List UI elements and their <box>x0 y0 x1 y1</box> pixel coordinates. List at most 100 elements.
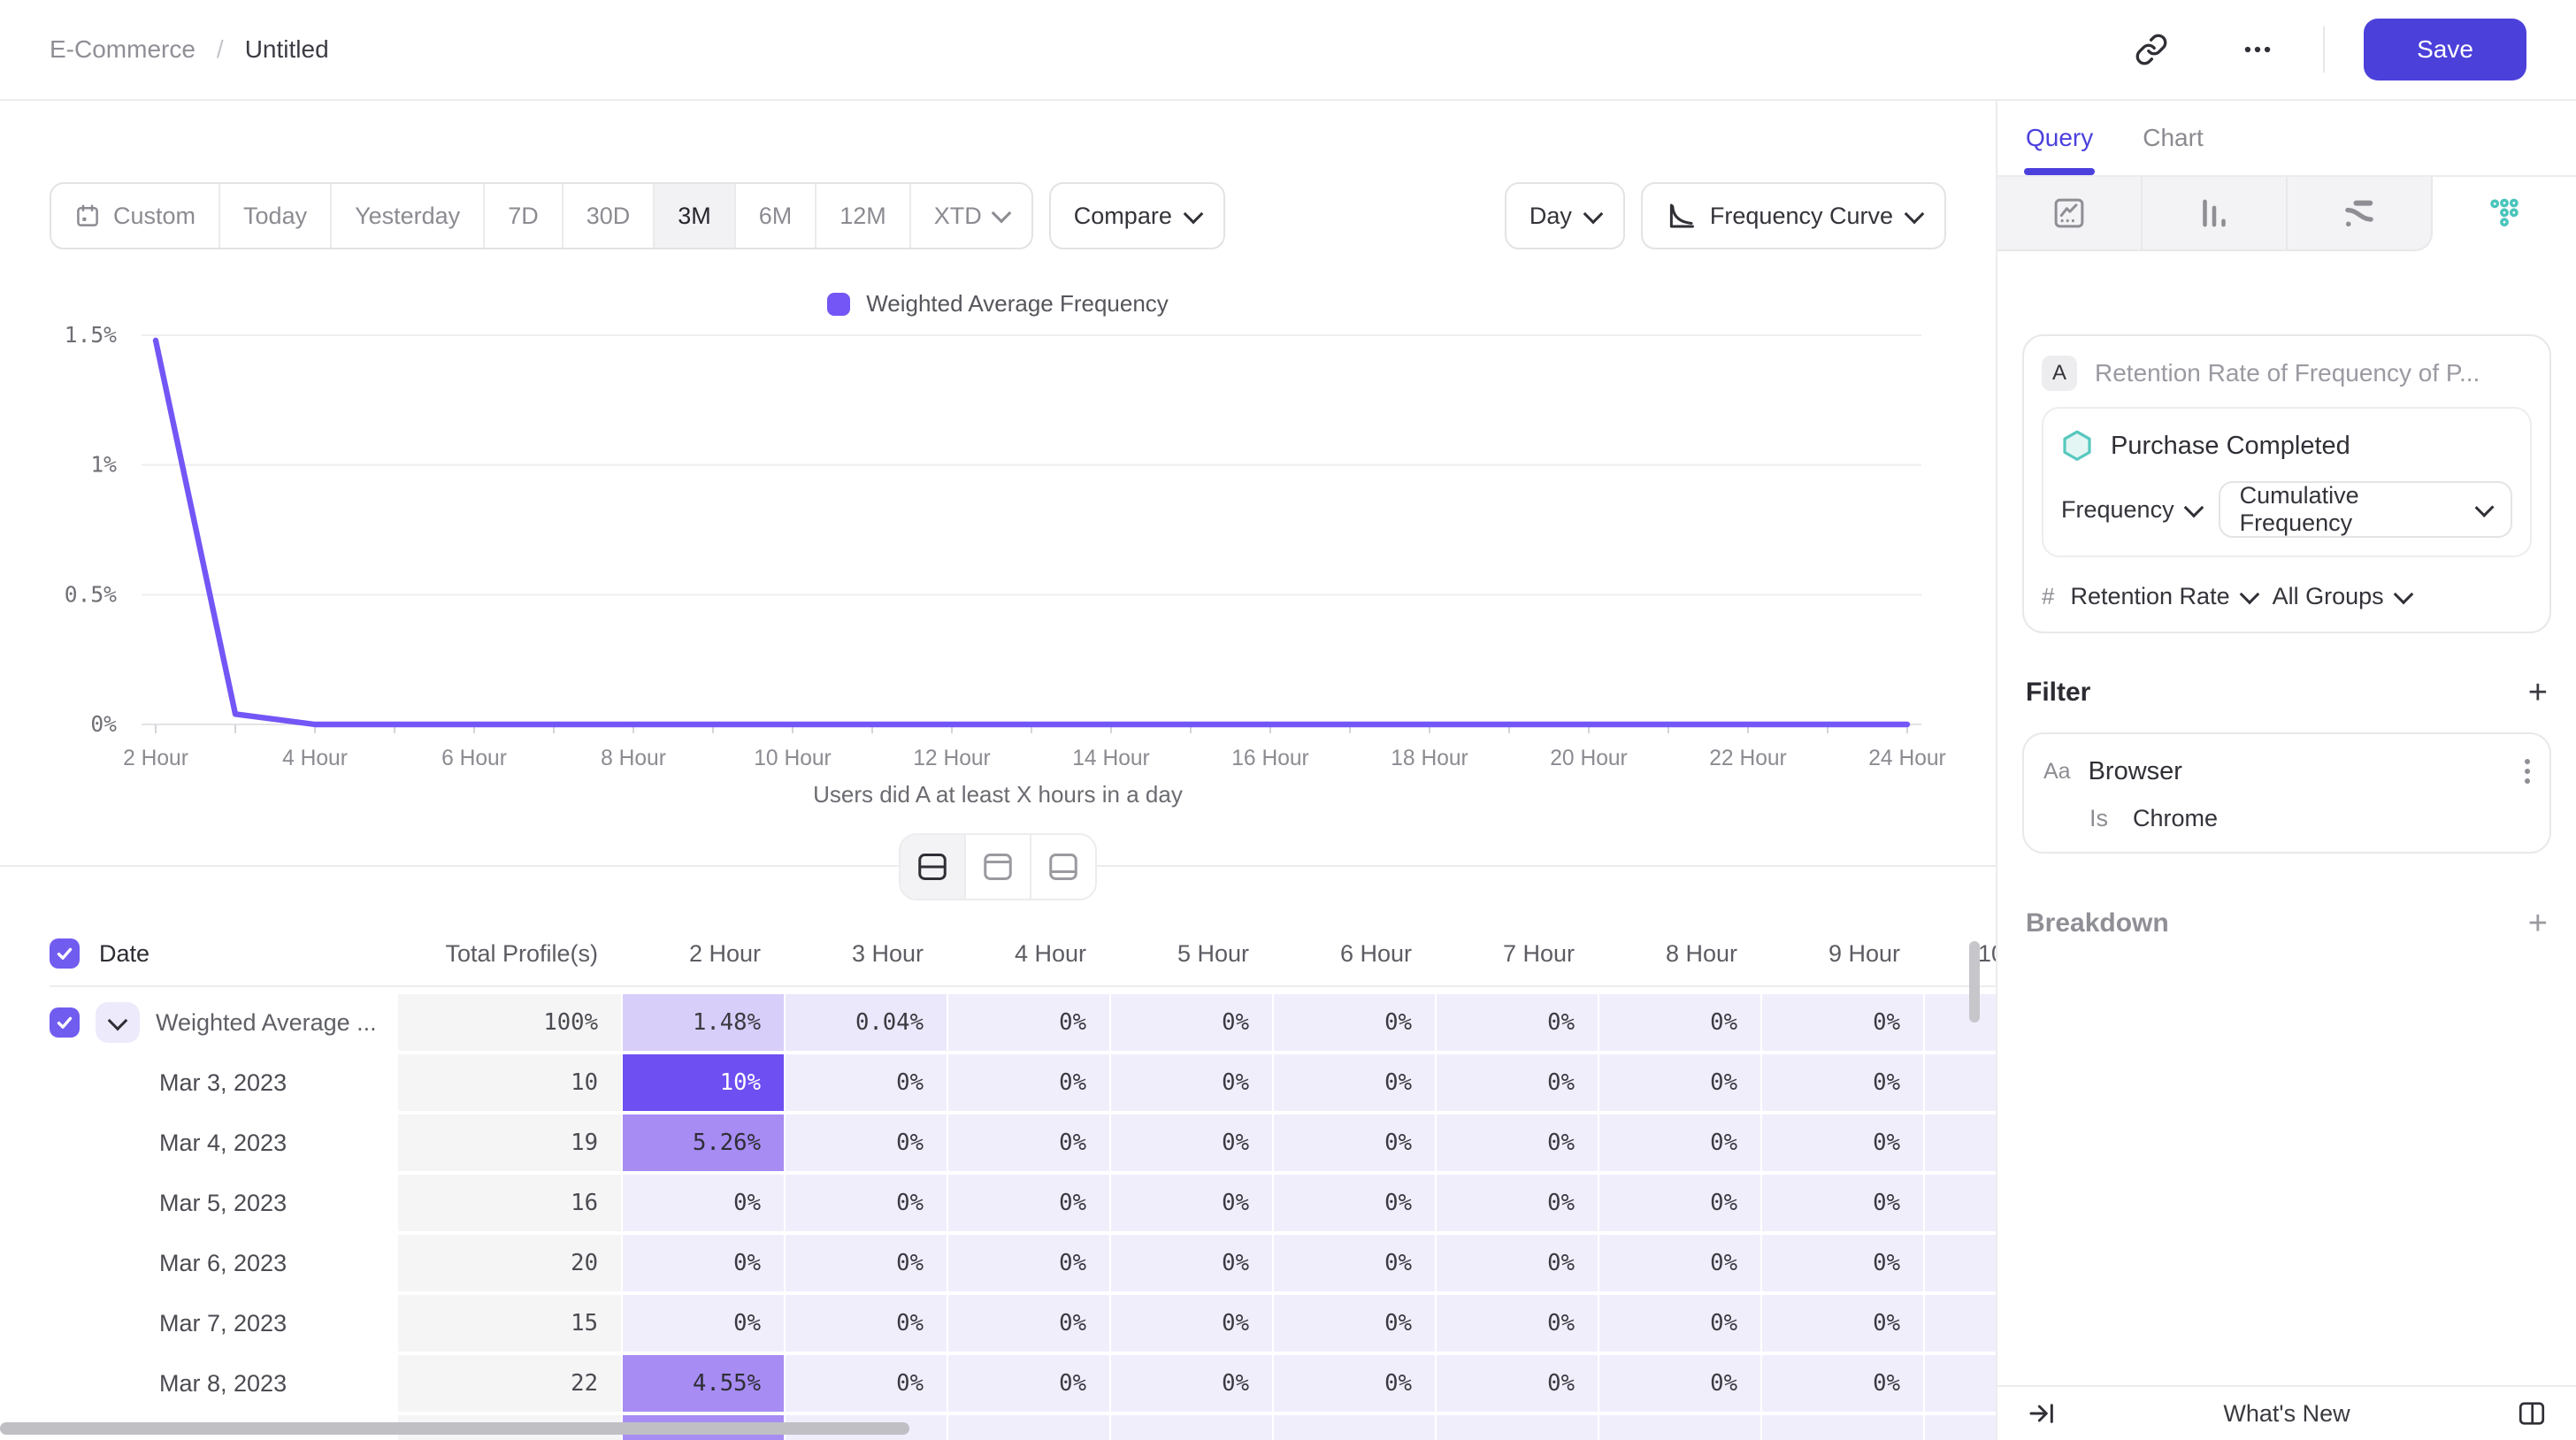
frequency-chart-type[interactable] <box>2433 177 2576 251</box>
insights-chart-type[interactable] <box>1997 177 2143 251</box>
expand-row-button[interactable] <box>96 1002 140 1043</box>
value-cell: 0% <box>948 1114 1109 1171</box>
add-filter-button[interactable]: + <box>2527 674 2548 711</box>
tab-query[interactable]: Query <box>2023 124 2096 175</box>
chevron-down-icon <box>1904 203 1925 225</box>
column-header: 7 Hour <box>1437 925 1598 982</box>
svg-text:16 Hour: 16 Hour <box>1231 747 1309 770</box>
granularity-button[interactable]: Day <box>1504 182 1625 249</box>
value-cell: 0% <box>1437 994 1598 1051</box>
table-row: Mar 7, 2023 15 0% 0% 0% 0% 0% 0% 0% 0% <box>50 1295 1996 1352</box>
filter-property[interactable]: Browser <box>2088 756 2182 785</box>
layout-toggle-group <box>899 833 1097 900</box>
value-cell: 0% <box>1437 1295 1598 1352</box>
range-7d[interactable]: 7D <box>483 184 562 248</box>
chart-legend[interactable]: Weighted Average Frequency <box>0 290 1996 318</box>
column-header: 10 Hour <box>1925 925 1996 982</box>
collapse-panel-icon[interactable] <box>2022 1394 2061 1433</box>
value-cell: 0% <box>623 1175 784 1231</box>
total-profiles-cell: 20 <box>398 1235 621 1291</box>
query-definition-card[interactable]: A Retention Rate of Frequency of P... Pu… <box>2022 334 2551 633</box>
x-axis-title: Users did A at least X hours in a day <box>813 781 1183 808</box>
event-card[interactable]: Purchase Completed Frequency Cumulative … <box>2042 407 2532 557</box>
value-cell: 0% <box>786 1235 947 1291</box>
frequency-grid-icon <box>2490 198 2518 227</box>
bar-chart-type[interactable] <box>2143 177 2288 251</box>
value-cell: 0% <box>1274 1355 1435 1412</box>
kebab-menu-icon[interactable] <box>2525 759 2530 784</box>
date-range-segmented-control: Custom Today Yesterday 7D 30D 3M 6M 12M … <box>50 182 1033 249</box>
date-cell: Mar 4, 2023 <box>159 1129 288 1156</box>
date-cell: Mar 8, 2023 <box>159 1369 288 1397</box>
column-header: 9 Hour <box>1762 925 1923 982</box>
copy-link-icon[interactable] <box>2132 30 2171 69</box>
split-view-button[interactable] <box>901 835 964 899</box>
svg-text:18 Hour: 18 Hour <box>1391 747 1468 770</box>
range-xtd[interactable]: XTD <box>908 184 1031 248</box>
chevron-down-icon <box>991 203 1012 224</box>
svg-text:24 Hour: 24 Hour <box>1868 747 1946 770</box>
breadcrumb-project[interactable]: E-Commerce <box>50 35 196 63</box>
range-3m[interactable]: 3M <box>653 184 734 248</box>
range-12m[interactable]: 12M <box>815 184 909 248</box>
breadcrumb-report-name[interactable]: Untitled <box>244 35 329 63</box>
column-header: Total Profile(s) <box>398 925 621 982</box>
filter-operator[interactable]: Is <box>2089 805 2109 831</box>
flow-chart-type[interactable] <box>2288 177 2433 251</box>
range-30d[interactable]: 30D <box>561 184 654 248</box>
value-cell: 0% <box>1274 1114 1435 1171</box>
table-horizontal-scrollbar[interactable] <box>0 1422 909 1435</box>
chart-style-button[interactable]: Frequency Curve <box>1640 182 1946 249</box>
more-options-icon[interactable] <box>2238 30 2277 69</box>
row-checkbox[interactable] <box>50 1007 80 1038</box>
chevron-down-icon <box>1183 203 1204 225</box>
value-cell: 4.55% <box>623 1355 784 1412</box>
range-yesterday[interactable]: Yesterday <box>330 184 483 248</box>
legend-swatch <box>827 292 851 316</box>
side-panel-icon[interactable] <box>2512 1394 2551 1433</box>
frequency-line-chart[interactable]: 0% 0.5% 1% 1.5% 2 Hour 4 Hour 6 Hour 8 Hour 10 H… <box>0 325 1946 774</box>
table-row: Mar 3, 2023 10 10% 0% 0% 0% 0% 0% 0% 0% <box>50 1054 1996 1111</box>
value-cell: 0% <box>1274 1175 1435 1231</box>
whats-new-link[interactable]: What's New <box>2223 1399 2350 1427</box>
report-main: Custom Today Yesterday 7D 30D 3M 6M 12M … <box>0 101 1996 1440</box>
total-profiles-cell: 15 <box>398 1295 621 1352</box>
svg-text:1.5%: 1.5% <box>65 325 117 348</box>
measure-option-dropdown[interactable]: Cumulative Frequency <box>2218 481 2512 538</box>
breadcrumb-separator: / <box>216 35 224 63</box>
header-divider <box>2323 27 2325 73</box>
date-cell: Mar 6, 2023 <box>159 1249 288 1276</box>
table-only-view-button[interactable] <box>1030 835 1095 899</box>
column-header: Date <box>50 925 396 982</box>
series-badge: A <box>2042 356 2077 391</box>
tab-chart[interactable]: Chart <box>2143 124 2204 151</box>
compare-button[interactable]: Compare <box>1048 182 1225 249</box>
value-cell: 0% <box>1762 1295 1923 1352</box>
save-button[interactable]: Save <box>2364 19 2526 80</box>
event-name[interactable]: Purchase Completed <box>2111 431 2350 460</box>
svg-text:12 Hour: 12 Hour <box>913 747 991 770</box>
table-vertical-scrollbar[interactable] <box>1969 941 1980 1023</box>
select-all-checkbox[interactable] <box>50 938 80 969</box>
filter-card[interactable]: Aa Browser Is Chrome <box>2022 732 2551 854</box>
range-6m[interactable]: 6M <box>733 184 816 248</box>
column-header: 3 Hour <box>786 925 947 982</box>
measure-dropdown[interactable]: Frequency <box>2061 496 2204 524</box>
query-title[interactable]: Retention Rate of Frequency of P... <box>2095 359 2480 387</box>
value-cell: 0% <box>1274 1295 1435 1352</box>
value-cell: 0% <box>1437 1355 1598 1412</box>
filter-value[interactable]: Chrome <box>2133 805 2219 831</box>
value-cell <box>1274 1415 1435 1440</box>
chart-only-view-button[interactable] <box>964 835 1030 899</box>
panel-footer: What's New <box>1997 1385 2576 1440</box>
value-cell: 0% <box>786 1355 947 1412</box>
filter-section-header: Filter + <box>2026 676 2548 709</box>
range-today[interactable]: Today <box>218 184 330 248</box>
calendar-icon <box>77 204 98 226</box>
column-header: 5 Hour <box>1111 925 1272 982</box>
groups-dropdown[interactable]: All Groups <box>2273 583 2413 610</box>
value-cell: 0% <box>1599 1355 1760 1412</box>
add-breakdown-button[interactable]: + <box>2527 905 2548 942</box>
metric-dropdown[interactable]: Retention Rate <box>2070 583 2259 610</box>
range-custom[interactable]: Custom <box>51 184 218 248</box>
